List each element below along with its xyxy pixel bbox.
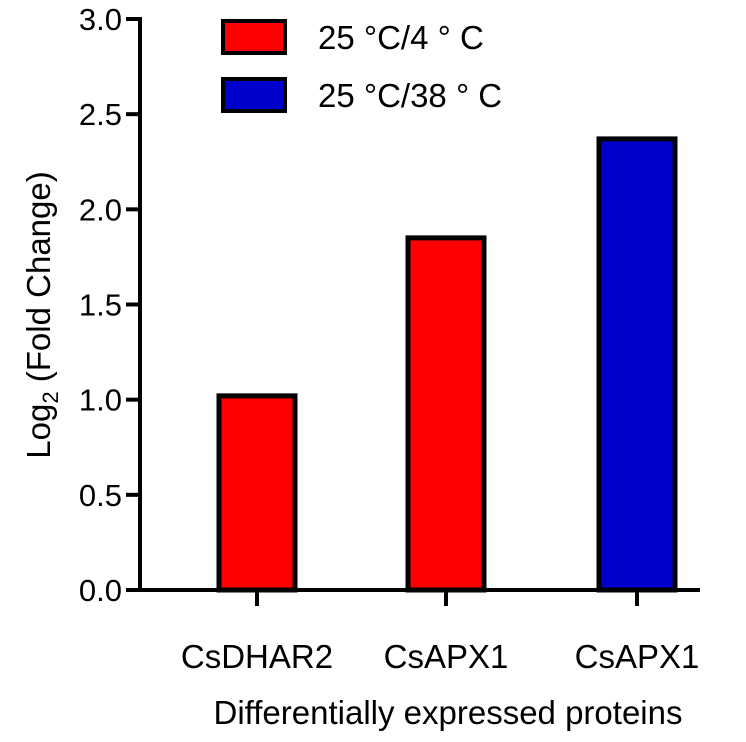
x-tick-label: CsAPX1	[575, 638, 700, 675]
x-axis-title: Differentially expressed proteins	[214, 694, 683, 731]
legend-swatch-series-2	[221, 77, 287, 113]
y-tick-label: 2.5	[79, 97, 122, 132]
bar-csapx1-series-1	[405, 235, 487, 593]
x-tick-label: CsDHAR2	[181, 638, 333, 675]
bar-csapx1-series-2	[596, 136, 678, 593]
y-axis: 0.0 0.5 1.0 1.5 2.0 2.5 3.0	[79, 2, 142, 608]
y-tick-label: 3.0	[79, 2, 122, 37]
y-tick-label: 0.5	[79, 478, 122, 513]
y-tick-label: 0.0	[79, 573, 122, 608]
legend-label-series-1: 25 °C/4 ° C	[318, 19, 484, 56]
bar-csdhar2-series-1	[216, 393, 298, 593]
x-axis: CsDHAR2 CsAPX1 CsAPX1	[138, 588, 700, 675]
legend: 25 °C/4 ° C 25 °C/38 ° C	[221, 19, 502, 114]
y-axis-title: Log2 (Fold Change)	[20, 171, 63, 458]
y-tick-label: 2.0	[79, 192, 122, 227]
bars-group	[216, 136, 678, 593]
y-tick-label: 1.0	[79, 383, 122, 418]
x-tick-label: CsAPX1	[384, 638, 509, 675]
legend-swatch-series-1	[221, 19, 287, 55]
legend-label-series-2: 25 °C/38 ° C	[318, 77, 502, 114]
y-tick-label: 1.5	[79, 288, 122, 323]
